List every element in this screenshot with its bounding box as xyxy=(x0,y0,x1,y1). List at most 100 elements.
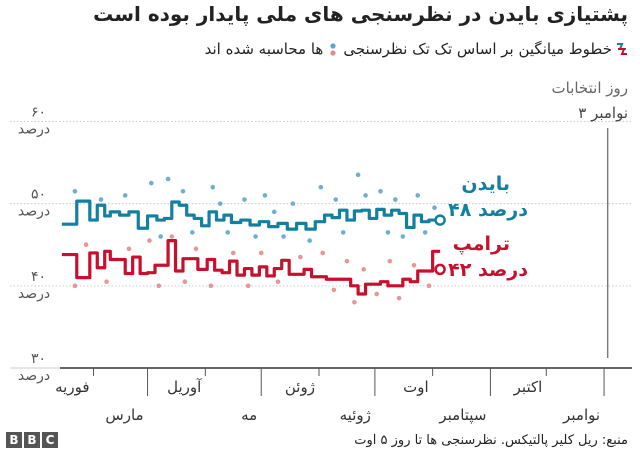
bbc-logo-letter-b1: B xyxy=(6,432,22,448)
poll-dot-trump xyxy=(126,246,132,252)
poll-dot-biden xyxy=(210,184,216,190)
poll-dot-trump xyxy=(258,250,264,256)
poll-dot-biden xyxy=(318,184,324,190)
poll-dot-trump xyxy=(193,246,199,252)
chart-title: پشتیازی بایدن در نظرسنجی های ملی پایدار … xyxy=(93,2,628,26)
poll-dot-trump xyxy=(245,283,251,289)
average-line-trump xyxy=(61,239,441,296)
x-tick-label: ژوئیه xyxy=(340,406,371,424)
x-tick-label: فوریه xyxy=(55,378,89,396)
poll-dot-biden xyxy=(422,230,428,235)
poll-dot-trump xyxy=(104,279,109,285)
poll-dot-trump xyxy=(83,242,89,248)
y-tick-number: ۵۰ xyxy=(31,187,46,203)
poll-dot-biden xyxy=(432,205,437,211)
poll-dot-biden xyxy=(158,234,163,239)
poll-dot-biden xyxy=(340,230,346,235)
poll-dot-biden xyxy=(378,188,383,194)
y-tick-number: ۳۰ xyxy=(31,351,46,367)
series-value-label: ۴۲ درصد xyxy=(448,259,528,281)
poll-dot-biden xyxy=(333,197,339,202)
poll-dot-trump xyxy=(320,250,326,256)
dual-dot-legend-icon xyxy=(327,41,339,57)
x-tick-label: اکتبر xyxy=(513,378,543,396)
poll-dot-trump xyxy=(344,258,350,264)
poll-dot-trump xyxy=(275,279,281,285)
poll-dot-biden xyxy=(122,193,128,198)
y-tick-number: ۶۰ xyxy=(31,104,46,120)
x-tick-label: سپتامبر xyxy=(438,406,486,425)
poll-dot-biden xyxy=(307,238,312,243)
y-tick-unit: درصد xyxy=(18,121,50,137)
series-name-label: ترامپ xyxy=(453,233,510,255)
poll-dot-biden xyxy=(72,188,78,194)
x-tick-label: آوریل xyxy=(167,378,202,396)
poll-dot-biden xyxy=(271,209,277,215)
end-marker-trump xyxy=(434,263,446,276)
poll-dots-layer xyxy=(72,172,437,305)
poll-dot-biden xyxy=(385,230,391,235)
x-tick-label: مه xyxy=(241,406,257,424)
poll-dot-trump xyxy=(169,234,175,239)
subtitle-part-1: خطوط میانگین بر اساس تک تک نظرسنجی xyxy=(343,40,612,58)
poll-dot-biden xyxy=(400,234,406,239)
poll-dot-trump xyxy=(352,299,357,305)
x-tick-label: اوت xyxy=(403,378,429,396)
poll-dot-biden xyxy=(393,197,398,202)
x-tick-label: مارس xyxy=(105,406,143,424)
poll-dot-trump xyxy=(374,291,380,297)
poll-dot-biden xyxy=(363,193,368,198)
poll-dot-biden xyxy=(165,176,171,182)
dual-line-legend-icon xyxy=(616,41,628,57)
chart-subtitle: خطوط میانگین بر اساس تک تک نظرسنجی ها مح… xyxy=(205,40,628,58)
poll-dot-biden xyxy=(262,193,268,198)
poll-dot-biden xyxy=(415,193,421,198)
poll-dot-biden xyxy=(253,234,258,239)
election-day-date: ۳ نوامبر xyxy=(578,104,628,122)
poll-dot-biden xyxy=(242,197,247,202)
bbc-logo-letter-c: C xyxy=(42,432,58,448)
poll-dot-trump xyxy=(396,295,402,301)
bbc-logo: B B C xyxy=(6,432,58,448)
axis-layer: ۶۰درصد۵۰درصد۴۰درصد۳۰درصدفوریهمارسآوریلمه… xyxy=(18,104,632,425)
series-value-label: ۴۸ درصد xyxy=(448,199,528,221)
poll-dot-biden xyxy=(189,230,195,235)
poll-dot-trump xyxy=(361,267,367,272)
poll-dot-trump xyxy=(426,283,432,289)
x-tick-label: نوامبر xyxy=(562,406,600,424)
poll-dot-biden xyxy=(225,230,230,235)
poll-dot-biden xyxy=(281,234,286,239)
y-tick-unit: درصد xyxy=(18,368,50,384)
poll-dot-biden xyxy=(148,180,154,186)
poll-dot-trump xyxy=(387,258,393,264)
bbc-logo-letter-b2: B xyxy=(24,432,40,448)
poll-dot-trump xyxy=(331,287,337,293)
source-note: منبع: ریل کلیر پالتیکس. نظرسنجی ها تا رو… xyxy=(354,433,628,448)
poll-dot-trump xyxy=(156,283,162,289)
y-tick-unit: درصد xyxy=(18,286,50,302)
poll-dot-trump xyxy=(230,250,236,256)
x-tick-label: ژوئن xyxy=(285,378,315,396)
poll-dot-trump xyxy=(72,283,78,289)
election-day-label: روز انتخابات xyxy=(552,79,629,97)
poll-dot-trump xyxy=(147,238,152,243)
series-name-label: بایدن xyxy=(461,173,510,195)
label-layer: روز انتخابات ۳ نوامبر بایدن ۴۸ درصد ترامپ ۴۲ … xyxy=(448,79,628,281)
poll-dot-biden xyxy=(217,201,223,206)
poll-dot-biden xyxy=(290,201,296,206)
footer: B B C منبع: ریل کلیر پالتیکس. نظرسنجی ها… xyxy=(0,430,640,452)
poll-dot-trump xyxy=(411,262,417,268)
end-marker-biden xyxy=(434,214,446,226)
y-tick-unit: درصد xyxy=(18,204,50,220)
average-lines-layer xyxy=(61,199,446,296)
poll-dot-biden xyxy=(98,197,104,202)
y-tick-number: ۴۰ xyxy=(31,269,46,285)
poll-dot-trump xyxy=(298,254,303,260)
average-line-biden xyxy=(61,199,441,231)
grid-layer xyxy=(10,120,632,369)
poll-dot-biden xyxy=(355,172,361,178)
poll-dot-trump xyxy=(182,279,188,285)
poll-dot-biden xyxy=(180,188,186,194)
subtitle-part-2: ها محاسبه شده اند xyxy=(204,40,324,58)
